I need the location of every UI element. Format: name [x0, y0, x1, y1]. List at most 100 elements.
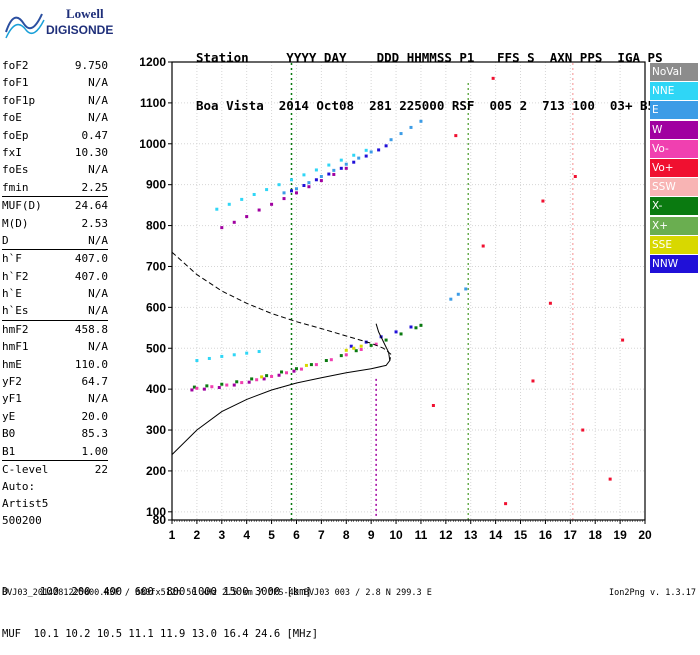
echo-point: [548, 301, 552, 305]
file-info: BVJ03_2014281225000.RSF / 380fx512h 50 k…: [2, 588, 432, 598]
echo-point: [374, 342, 378, 346]
legend-item: W: [650, 120, 698, 139]
parameter-group: hmF2 458.8 hmF1 N/A hmE 110.0 yF2 64.7 yF1 N/A yE 2…: [2, 319, 109, 460]
echo-point: [304, 363, 308, 367]
echo-point: [377, 148, 381, 152]
echo-point: [369, 150, 373, 154]
parameter-value: N/A: [88, 304, 108, 318]
parameter-value: 64.7: [81, 375, 109, 389]
echo-point: [227, 202, 231, 206]
parameter-value: N/A: [88, 111, 108, 125]
echo-point: [419, 323, 423, 327]
logo-text-lowell: Lowell: [66, 6, 104, 21]
echo-point: [292, 369, 296, 373]
echo-point: [294, 367, 298, 371]
parameter-row: foF1 N/A: [2, 74, 108, 91]
parameter-name: h`E: [2, 287, 22, 301]
echo-point: [541, 199, 545, 203]
echo-point: [225, 383, 229, 387]
station-header: Station YYYY DAY DDD HHMMSS P1 FFS S AXN…: [196, 18, 663, 130]
echo-point: [190, 388, 194, 392]
echo-point: [289, 189, 293, 193]
echo-point: [302, 173, 306, 177]
echo-point: [352, 346, 356, 350]
echo-point: [277, 183, 281, 187]
parameter-row: B0 85.3: [2, 425, 108, 442]
echo-point: [491, 76, 495, 80]
parameter-value: 10.30: [74, 145, 108, 159]
parameter-name: foEp: [2, 128, 29, 142]
parameter-row: hmF2 458.8: [2, 321, 108, 338]
x-tick-label: 3: [218, 528, 225, 542]
echo-point: [289, 178, 293, 182]
x-tick-label: 9: [368, 528, 375, 542]
echo-point: [414, 326, 418, 330]
parameter-row: yF1 N/A: [2, 390, 108, 407]
x-tick-label: 2: [194, 528, 201, 542]
auto-version: 500200: [2, 514, 42, 527]
echo-point: [352, 153, 356, 157]
echo-point: [581, 428, 585, 432]
echo-point: [280, 370, 284, 374]
parameter-value: 22: [94, 462, 108, 476]
parameter-group: foF2 9.750 foF1 N/A foF1p N/A foE N/A foEp 0.47 fx…: [2, 57, 108, 196]
echo-point: [359, 344, 363, 348]
echo-point: [277, 373, 281, 377]
x-tick-label: 20: [638, 528, 652, 542]
echo-point: [245, 351, 249, 355]
legend-item: NNW: [650, 254, 698, 273]
x-tick-label: 15: [514, 528, 528, 542]
parameter-value: 1.00: [81, 444, 109, 458]
parameter-value: 85.3: [81, 427, 109, 441]
echo-point: [319, 175, 323, 178]
parameter-row: h`Es N/A: [2, 302, 108, 319]
x-tick-label: 1: [169, 528, 176, 542]
parameter-row: foEp 0.47: [2, 127, 108, 144]
parameter-name: h`F: [2, 252, 22, 266]
echo-point: [309, 363, 313, 367]
parameter-name: foF1: [2, 76, 29, 90]
parameter-row: foEs N/A: [2, 161, 108, 178]
echo-point: [369, 343, 373, 347]
x-tick-label: 8: [343, 528, 350, 542]
parameter-group: MUF(D) 24.64 M(D) 2.53 D N/A: [2, 196, 108, 249]
x-tick-label: 11: [415, 528, 428, 542]
distance-row: D 100 200 400 600 800 1000 1500 3000 [km…: [2, 586, 312, 598]
x-tick-label: 7: [318, 528, 325, 542]
parameter-value: N/A: [88, 340, 108, 354]
parameter-name: foF1p: [2, 93, 36, 107]
echo-point: [314, 168, 318, 172]
legend-item: Vo+: [650, 158, 698, 177]
auto-label: Auto:: [2, 480, 36, 493]
x-tick-label: 4: [243, 528, 250, 542]
auto-program: Artist5: [2, 497, 49, 510]
y-tick-label: 80: [153, 513, 167, 527]
legend-item: SSW: [650, 178, 698, 197]
parameter-value: 2.53: [81, 216, 109, 230]
echo-point: [207, 356, 211, 360]
x-tick-label: 12: [439, 528, 453, 542]
echo-point: [364, 148, 368, 152]
parameter-value: N/A: [88, 287, 108, 301]
echo-point: [399, 332, 403, 336]
muf-row: MUF 10.1 10.2 10.5 11.1 11.9 13.0 16.4 2…: [2, 628, 319, 640]
echo-point: [307, 185, 311, 189]
parameter-name: h`F2: [2, 269, 29, 283]
parameter-row: foF1p N/A: [2, 92, 108, 109]
parameter-group: C-level 22: [2, 459, 108, 478]
echo-point: [202, 387, 206, 391]
virtual-height-profile: [171, 323, 391, 455]
echo-point: [270, 374, 274, 378]
parameter-name: hmF2: [2, 322, 29, 336]
y-tick-label: 600: [146, 300, 166, 314]
parameter-value: 24.64: [74, 199, 108, 213]
echo-point: [531, 379, 535, 383]
echo-point: [294, 187, 298, 191]
plot-frame: [171, 61, 646, 521]
parameter-name: hmF1: [2, 340, 29, 354]
parameter-row: M(D) 2.53: [2, 215, 108, 232]
echo-point: [257, 208, 261, 212]
logo-wave-icon: [5, 13, 45, 39]
echo-point: [419, 119, 423, 123]
echo-point: [299, 367, 303, 371]
